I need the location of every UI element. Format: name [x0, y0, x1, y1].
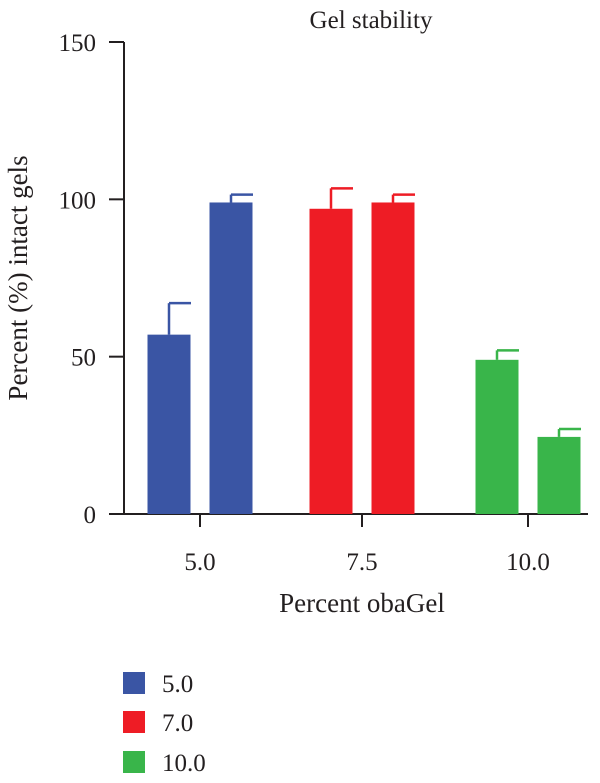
bar — [147, 334, 191, 514]
y-tick-label: 0 — [84, 502, 97, 529]
y-axis-label: Percent (%) intact gels — [3, 155, 33, 400]
bar — [537, 436, 581, 514]
x-tick-label: 10.0 — [506, 549, 550, 576]
y-tick-label: 50 — [71, 345, 96, 372]
x-tick-label: 5.0 — [184, 549, 215, 576]
bar — [475, 359, 519, 514]
y-tick-label: 150 — [59, 30, 97, 57]
chart-title: Gel stability — [310, 7, 433, 34]
legend-swatch — [123, 751, 145, 773]
legend-label: 10.0 — [162, 750, 206, 777]
legend: 5.0 7.0 10.0 — [123, 671, 206, 777]
legend-swatch — [123, 672, 145, 694]
legend-label: 5.0 — [162, 671, 193, 698]
plot-area: 0 50 100 150 5.0 7.5 10.0 — [59, 30, 588, 576]
bar — [209, 202, 253, 515]
x-axis-label: Percent obaGel — [279, 588, 445, 618]
bar — [309, 208, 353, 515]
legend-label: 7.0 — [162, 710, 193, 737]
y-tick-label: 100 — [59, 187, 97, 214]
bar — [371, 202, 415, 515]
legend-swatch — [123, 711, 145, 733]
x-tick-label: 7.5 — [346, 549, 377, 576]
